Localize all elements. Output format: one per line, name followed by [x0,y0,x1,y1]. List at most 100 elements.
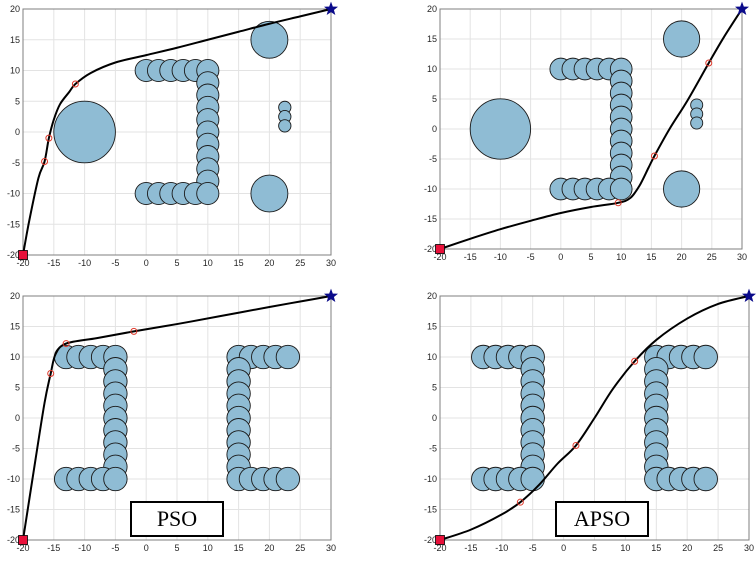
start-marker [435,535,445,545]
obstacle-circle [663,170,701,208]
y-tick-label: -5 [429,444,437,454]
obstacle-circle [520,466,545,492]
y-tick-label: 0 [15,127,20,137]
x-tick-label: -20 [433,543,446,553]
plot-top-left: -20 -15 -10 -5 0 5 10 15 20 25 30 -20 -15 -10 -5 0 5 10 15… [7,1,339,268]
x-tick-label: -20 [433,252,446,262]
y-tick-label: 20 [10,4,20,14]
y-tick-label: 15 [427,34,437,44]
y-tick-label: -5 [12,444,20,454]
goal-star-marker [323,288,339,302]
x-tick-label: 20 [264,258,274,268]
axes-box [439,295,750,541]
x-tick-label: 15 [651,543,661,553]
x-tick-label: 25 [295,543,305,553]
axes-box [22,295,332,541]
x-tick-label: 5 [592,543,597,553]
obstacle-circle [609,177,633,201]
y-tick-label: -10 [424,474,437,484]
apso-label: APSO [555,501,649,537]
y-tick-label: 20 [427,291,437,301]
x-tick-label: 15 [646,252,656,262]
y-tick-label: 5 [432,94,437,104]
x-tick-label: -15 [464,252,477,262]
pso-label: PSO [130,501,224,537]
path-line [22,295,332,541]
path-line [439,8,743,250]
plot-top-right: -20 -15 -10 -5 0 5 10 15 20 25 30 -20 -15 -10 -5 0 5 10 15… [424,1,750,262]
axes-box [439,8,743,250]
y-tick-label: -5 [429,154,437,164]
obstacle-circle [275,466,301,492]
start-marker [18,250,28,260]
x-tick-label: 5 [588,252,593,262]
x-tick-label: 5 [174,258,179,268]
obstacle-circle [278,119,292,133]
y-tick-label: 10 [427,352,437,362]
x-tick-label: -15 [47,543,60,553]
waypoint-marker [650,152,658,160]
waypoint-marker [614,199,622,207]
y-tick-label: -5 [12,158,20,168]
y-tick-label: -15 [424,214,437,224]
x-tick-label: -5 [111,543,119,553]
y-tick-label: 0 [432,124,437,134]
waypoint-marker [572,441,580,449]
x-tick-label: 10 [616,252,626,262]
y-tick-label: 0 [432,413,437,423]
x-tick-label: 20 [677,252,687,262]
plot-bottom-right-apso: -20 -15 -10 -5 0 5 10 15 20 25 30 -20 -15 -10 -5 0 5 10 15… [424,288,756,553]
y-tick-label: 10 [10,352,20,362]
x-tick-label: -10 [78,258,91,268]
waypoint-marker [516,498,524,506]
obstacle-circle [693,466,718,492]
waypoint-marker [130,327,138,335]
x-tick-label: 25 [295,258,305,268]
y-tick-label: -20 [424,535,437,545]
x-tick-label: -15 [47,258,60,268]
waypoint-marker [45,134,53,142]
x-tick-label: 0 [561,543,566,553]
x-tick-label: 25 [713,543,723,553]
obstacle-circle [250,174,289,213]
obstacle-circle [693,344,718,370]
y-tick-label: -15 [7,505,20,515]
x-tick-label: 15 [234,258,244,268]
obstacle-circle [663,20,701,58]
obstacle-circle [53,100,116,164]
goal-star-marker [741,288,756,302]
start-marker [435,244,445,254]
x-tick-label: 15 [234,543,244,553]
x-tick-label: -10 [495,543,508,553]
obstacle-circle [250,20,289,59]
y-tick-label: -20 [7,535,20,545]
obstacle-circle [103,466,128,492]
x-tick-label: 30 [737,252,747,262]
x-tick-label: 10 [203,543,213,553]
x-tick-label: 0 [558,252,563,262]
x-tick-label: -15 [464,543,477,553]
y-tick-label: -10 [424,184,437,194]
y-tick-label: 15 [427,322,437,332]
y-tick-label: -15 [7,219,20,229]
x-tick-label: -5 [527,252,535,262]
x-tick-label: -20 [16,258,29,268]
x-tick-label: -10 [78,543,91,553]
x-tick-label: -20 [16,543,29,553]
y-tick-label: -20 [424,244,437,254]
obstacle-circle [690,116,704,130]
obstacle-circle [196,181,220,206]
x-tick-label: 20 [682,543,692,553]
x-tick-label: -5 [529,543,537,553]
y-tick-label: 10 [10,66,20,76]
y-tick-label: 0 [15,413,20,423]
waypoint-marker [62,340,70,348]
goal-star-marker [323,1,339,15]
x-tick-label: 20 [264,543,274,553]
x-tick-label: 30 [326,258,336,268]
x-tick-label: 10 [620,543,630,553]
axes-box [22,8,332,256]
y-tick-label: 5 [15,383,20,393]
y-tick-label: 15 [10,322,20,332]
